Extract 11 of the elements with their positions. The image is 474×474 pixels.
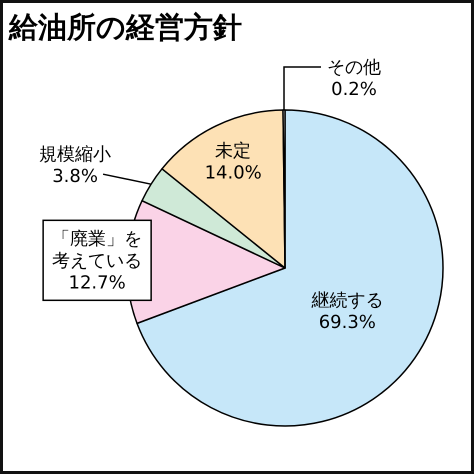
data-label: 14.0% bbox=[204, 162, 262, 184]
slice-label: 未定 bbox=[215, 140, 252, 162]
data-label: 0.2% bbox=[331, 79, 377, 100]
chart-title: 給油所の経営方針 bbox=[8, 10, 242, 44]
slice-label: その他 bbox=[327, 57, 382, 78]
data-label: 12.7% bbox=[68, 272, 126, 294]
slice-label: 規模縮小 bbox=[39, 144, 112, 166]
data-label: 69.3% bbox=[318, 312, 376, 334]
slice-label: 継続する bbox=[310, 290, 384, 312]
data-label: 3.8% bbox=[52, 166, 98, 188]
slice-label: 「廃業」を考えている bbox=[52, 228, 142, 272]
